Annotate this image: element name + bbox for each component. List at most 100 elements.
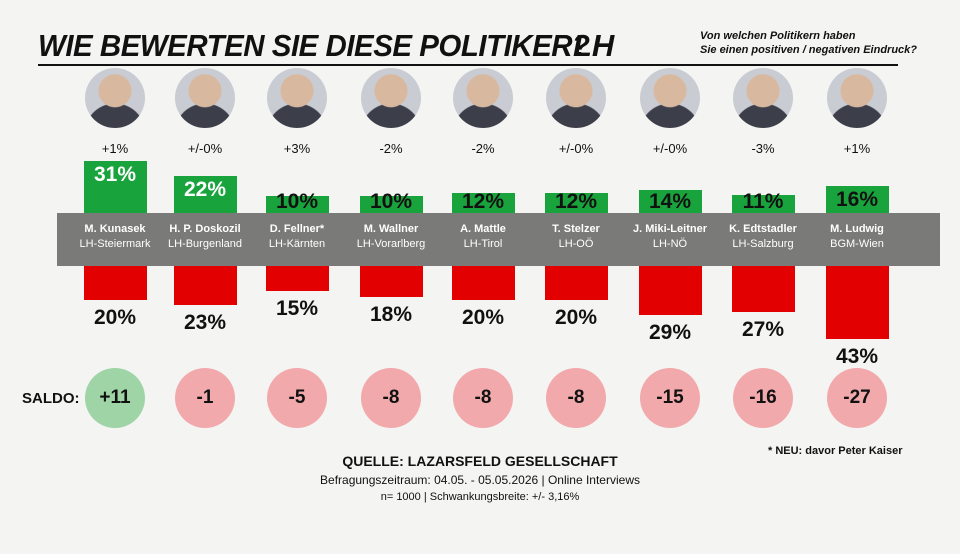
positive-value-label: 16% — [835, 188, 879, 212]
negative-value-label: 27% — [741, 317, 785, 341]
saldo-circle: -5 — [267, 368, 327, 428]
negative-value-label: 18% — [369, 302, 413, 326]
positive-bar — [265, 196, 329, 213]
portrait-photo — [733, 68, 793, 128]
positive-bar — [544, 192, 608, 213]
positive-bar — [451, 192, 515, 213]
portrait-photo — [546, 68, 606, 128]
source-title: QUELLE: LAZARSFELD GESELLSCHAFT — [342, 453, 618, 469]
politician-name: M. Wallner — [363, 223, 419, 235]
negative-value-label: 29% — [648, 321, 692, 345]
positive-value-label: 31% — [93, 163, 137, 186]
positive-value-label: 22% — [183, 178, 227, 202]
portrait-photo — [361, 68, 421, 128]
portrait-photo — [175, 68, 235, 128]
negative-value-label: 20% — [93, 305, 137, 329]
saldo-value: -5 — [288, 387, 306, 408]
politician-role: LH-Tirol — [463, 238, 503, 250]
source-period: Befragungszeitraum: 04.05. - 05.05.2026 … — [320, 473, 640, 487]
change-label: +1% — [843, 141, 871, 156]
positive-value-label: 10% — [275, 190, 319, 213]
saldo-circle: -27 — [827, 368, 887, 428]
survey-question-line2: Sie einen positiven / negativen Eindruck… — [700, 44, 917, 56]
politician-name: T. Stelzer — [552, 223, 600, 235]
politician-role: LH-Steiermark — [79, 238, 151, 250]
chart-subtitle: LH — [573, 28, 615, 63]
change-label: -3% — [751, 141, 775, 156]
saldo-circle: -1 — [175, 368, 235, 428]
survey-question: Von welchen Politikern haben Sie einen p… — [700, 29, 917, 57]
portrait-photo — [640, 68, 700, 128]
saldo-circle: -8 — [361, 368, 421, 428]
positive-bar — [359, 196, 423, 213]
politician-name: K. Edtstadler — [729, 223, 797, 235]
politician-name: A. Mattle — [460, 223, 506, 235]
saldo-circle: +11 — [85, 368, 145, 428]
saldo-value: -8 — [382, 387, 400, 408]
change-label: +1% — [101, 141, 129, 156]
positive-value-label: 10% — [369, 190, 413, 213]
saldo-value: -8 — [474, 387, 492, 408]
negative-value-label: 20% — [554, 305, 598, 329]
negative-bar — [265, 266, 329, 292]
politician-role: BGM-Wien — [830, 238, 884, 250]
positive-value-label: 11% — [742, 190, 784, 213]
positive-value-label: 14% — [648, 190, 692, 213]
politician-name: H. P. Doskozil — [169, 223, 241, 235]
negative-bar — [359, 266, 423, 297]
footnote: * NEU: davor Peter Kaiser — [768, 445, 903, 457]
negative-value-label: 43% — [835, 345, 879, 368]
saldo-circle: -16 — [733, 368, 793, 428]
politician-name: M. Kunasek — [84, 223, 146, 235]
change-label: -2% — [379, 141, 403, 156]
negative-value-label: 20% — [461, 305, 505, 329]
negative-value-label: 23% — [183, 311, 227, 335]
change-label: +/-0% — [187, 141, 223, 156]
negative-value-label: 15% — [275, 297, 319, 321]
change-label: +/-0% — [652, 141, 688, 156]
negative-bar — [731, 266, 795, 312]
politician-role: LH-Vorarlberg — [356, 238, 426, 250]
negative-bar — [544, 266, 608, 300]
saldo-value: -15 — [656, 387, 684, 408]
negative-bar — [83, 266, 147, 300]
change-label: -2% — [471, 141, 495, 156]
saldo-value: -27 — [843, 387, 871, 408]
saldo-value: -16 — [749, 387, 777, 408]
survey-question-line1: Von welchen Politikern haben — [700, 30, 856, 42]
change-label: +3% — [283, 141, 311, 156]
positive-value-label: 12% — [461, 190, 505, 213]
saldo-value: +11 — [99, 387, 131, 408]
saldo-circle: -8 — [546, 368, 606, 428]
portrait-photo — [267, 68, 327, 128]
politician-name: M. Ludwig — [830, 223, 884, 235]
portrait-photo — [453, 68, 513, 128]
saldo-circle: -8 — [453, 368, 513, 428]
politician-role: LH-NÖ — [652, 238, 688, 250]
change-label: +/-0% — [558, 141, 594, 156]
portrait-photo — [85, 68, 145, 128]
negative-bar — [451, 266, 515, 300]
saldo-label: SALDO: — [22, 390, 80, 407]
politician-role: LH-Kärnten — [268, 238, 326, 250]
negative-bar — [173, 266, 237, 306]
saldo-value: -8 — [567, 387, 585, 408]
politician-role: LH-OÖ — [558, 238, 594, 250]
positive-bar — [173, 176, 237, 213]
chart-title: WIE BEWERTEN SIE DIESE POLITIKER? — [38, 28, 590, 63]
positive-bar — [825, 186, 889, 213]
positive-bar — [731, 194, 795, 213]
saldo-circle: -15 — [640, 368, 700, 428]
name-band — [57, 213, 940, 266]
portrait-photo — [827, 68, 887, 128]
positive-bar — [83, 161, 147, 213]
politician-name: J. Miki-Leitner — [633, 223, 707, 235]
source-sample: n= 1000 | Schwankungsbreite: +/- 3,16% — [380, 491, 580, 503]
positive-value-label: 12% — [554, 190, 598, 213]
politician-name: D. Fellner* — [269, 223, 325, 235]
politician-role: LH-Burgenland — [168, 238, 242, 250]
politician-role: LH-Salzburg — [732, 238, 794, 250]
negative-bar — [825, 266, 889, 339]
negative-bar — [638, 266, 702, 316]
saldo-value: -1 — [196, 387, 214, 408]
